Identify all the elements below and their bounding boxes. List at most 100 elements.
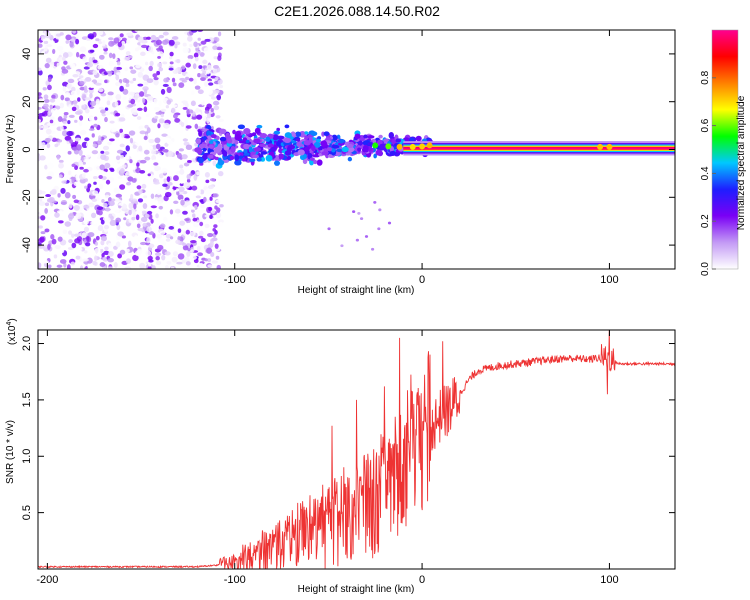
colorbar-bar: [711, 29, 739, 270]
spectrogram-cell: [184, 200, 191, 206]
spectrogram-cell: [192, 213, 196, 218]
spectrogram-cell: [115, 241, 121, 248]
spectrogram-cell: [185, 144, 193, 151]
spectrogram-cell: [96, 120, 102, 126]
spectrogram-cell: [193, 78, 197, 85]
spectrogram-cell: [256, 124, 263, 129]
spectrogram-cell: [69, 139, 73, 144]
spectrogram-cell: [40, 231, 46, 235]
snr-y-multiplier-exp: 4: [6, 322, 13, 326]
spectrogram-y-tick-label: -40: [21, 237, 33, 253]
spectrogram-cell: [166, 176, 171, 183]
spectrogram-cell: [53, 166, 59, 171]
spectrogram-cell: [209, 178, 216, 182]
spectrogram-cell: [125, 248, 130, 253]
spectrogram-cell: [96, 206, 104, 211]
spectrogram-cell: [123, 191, 128, 199]
spectrogram-cell: [260, 151, 268, 155]
spectrogram-cell: [114, 198, 121, 202]
spectrogram-cell: [41, 35, 46, 39]
spectrogram-cell: [98, 175, 103, 180]
spectrogram-cell: [208, 154, 214, 159]
spectrogram-cell: [106, 100, 111, 106]
spectrogram-cell: [190, 90, 195, 96]
spectrogram-cell: [109, 219, 117, 226]
spectrogram-y-ticks: -40 -20 0 20 40: [21, 48, 675, 253]
spectrogram-cell: [125, 79, 130, 84]
spectrogram-cell: [147, 266, 152, 269]
spectrogram-cell: [116, 72, 122, 76]
spectrogram-cell: [95, 235, 100, 241]
spectrogram-cell: [232, 129, 236, 135]
spectrogram-cell: [169, 61, 174, 65]
spectrogram-cell: [98, 106, 105, 110]
spectrogram-cell: [103, 224, 110, 230]
spectrogram-cell: [75, 255, 81, 260]
spectrogram-cell: [323, 148, 328, 152]
spectrogram-cell: [286, 156, 292, 160]
spectrogram-cell: [321, 151, 329, 156]
spectrogram-cell: [204, 223, 210, 229]
spectrogram-cell: [205, 188, 212, 195]
spectrogram-cell: [419, 143, 426, 150]
spectrogram-cell: [70, 90, 77, 96]
spectrogram-cell: [216, 264, 222, 269]
spectrogram-cell: [197, 235, 204, 239]
spectrogram-cell: [95, 98, 100, 105]
spectrogram-cell: [158, 100, 162, 107]
spectrogram-cell: [61, 68, 69, 74]
spectrogram-cell: [210, 134, 217, 139]
spectrogram-cell: [59, 32, 64, 36]
spectrogram-cell: [38, 186, 45, 191]
spectrogram-cell: [426, 142, 433, 149]
spectrogram-cell: [141, 183, 147, 189]
spectrogram-cell: [97, 209, 103, 216]
spectrogram-cell: [272, 134, 279, 141]
spectrogram-cell: [205, 70, 211, 75]
spectrogram-cell: [186, 222, 191, 229]
spectrogram-cell: [78, 78, 85, 82]
spectrogram-cell: [153, 79, 159, 86]
spectrogram-cell: [209, 214, 213, 220]
spectrogram-cell: [72, 73, 79, 78]
spectrogram-cell: [151, 265, 156, 269]
spectrogram-cell: [148, 261, 152, 267]
spectrogram-cell: [160, 241, 167, 247]
spectrogram-cell: [62, 86, 67, 92]
spectrogram-cell: [38, 225, 43, 229]
spectrogram-cell: [215, 46, 223, 51]
spectrogram-cell: [206, 117, 210, 124]
spectrogram-cell: [96, 156, 102, 160]
spectrogram-cell: [116, 149, 124, 154]
spectrogram-y-tick-label: 20: [21, 96, 33, 108]
spectrogram-cell: [215, 255, 220, 260]
spectrogram-cell: [102, 202, 108, 208]
spectrogram-cell: [108, 60, 114, 67]
spectrogram-cell: [93, 116, 98, 121]
spectrogram-cell: [162, 234, 167, 241]
spectrogram-cell: [158, 34, 165, 39]
spectrogram-cell: [161, 133, 168, 137]
spectrogram-cell: [206, 247, 213, 254]
spectrogram-cell: [129, 137, 134, 144]
spectrogram-cell: [313, 159, 318, 165]
spectrogram-cell: [86, 235, 90, 243]
snr-y-multiplier-close: ): [7, 318, 18, 321]
spectrogram-cell: [79, 166, 84, 170]
spectrogram-cell: [202, 154, 208, 161]
snr-y-tick-label: 2.0: [21, 336, 33, 351]
spectrogram-cell: [76, 88, 81, 96]
spectrogram-cell: [141, 39, 148, 44]
spectrogram-cell: [64, 92, 71, 98]
spectrogram-cell: [100, 109, 106, 114]
spectrogram-cell: [190, 100, 196, 107]
spectrogram-cell: [135, 214, 140, 221]
spectrogram-cell: [78, 75, 84, 79]
snr-series-line: [38, 330, 675, 569]
spectrogram-cell: [192, 63, 197, 70]
spectrogram-cell: [137, 71, 144, 78]
spectrogram-cell: [56, 264, 63, 268]
spectrogram-cell: [137, 83, 144, 87]
spectrogram-x-ticks: -200 -100 0 100: [36, 30, 619, 286]
